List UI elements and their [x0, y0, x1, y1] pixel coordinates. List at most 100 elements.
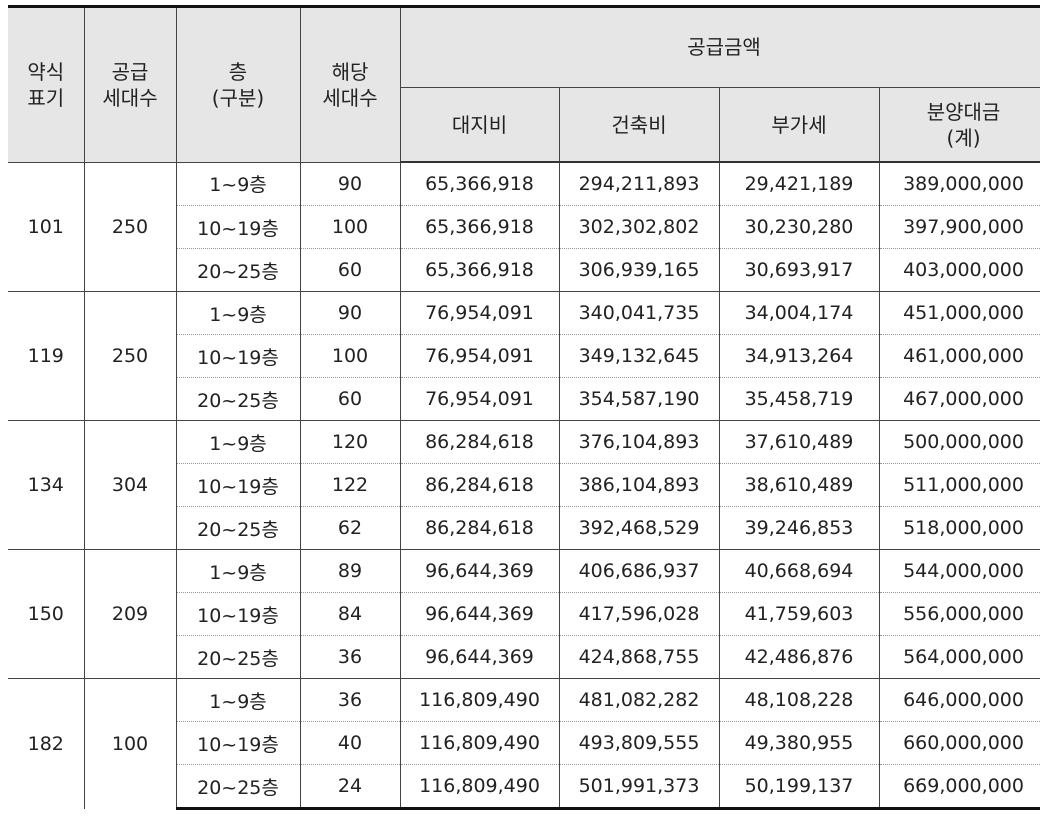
vat-cell: 34,004,174: [718, 291, 880, 335]
total-price-cell: 511,000,000: [878, 463, 1040, 507]
vat-cell: 34,913,264: [718, 334, 880, 378]
table-row: 134 304 1~9층 120 86,284,618 376,104,893 37,610…: [8, 420, 1040, 550]
units-cell: 89: [299, 549, 401, 593]
vat-cell: 48,108,228: [718, 678, 880, 722]
land-cost-cell: 86,284,618: [399, 463, 560, 507]
floor-cell: 1~9층: [175, 549, 301, 593]
units-cell: 62: [299, 506, 401, 550]
units-cell: 36: [299, 678, 401, 722]
building-cost-cell: 340,041,735: [558, 291, 720, 335]
building-cost-cell: 376,104,893: [558, 420, 720, 464]
building-cost-cell: 493,809,555: [558, 721, 720, 765]
total-price-cell: 660,000,000: [878, 721, 1040, 765]
vat-cell: 50,199,137: [718, 764, 880, 810]
floor-cell: 1~9층: [175, 420, 301, 464]
land-cost-cell: 116,809,490: [399, 721, 560, 765]
vat-cell: 30,693,917: [718, 248, 880, 292]
total-price-cell: 403,000,000: [878, 248, 1040, 292]
units-cell: 40: [299, 721, 401, 765]
floor-cell: 1~9층: [175, 678, 301, 722]
table-row: 20~25층 60 76,954,091 354,587,190 35,458,719 4…: [8, 377, 1040, 421]
table-body: 101 250 1~9층 90 65,366,918 294,211,893 29,421,…: [8, 161, 1040, 810]
table-row: 20~25층 24 116,809,490 501,991,373 50,199,137…: [8, 764, 1040, 810]
table-row: 10~19층 40 116,809,490 493,809,555 49,380,955…: [8, 721, 1040, 765]
total-price-cell: 467,000,000: [878, 377, 1040, 421]
vat-cell: 38,610,489: [718, 463, 880, 507]
header-supply-amount: 공급금액: [399, 5, 1040, 88]
building-cost-cell: 306,939,165: [558, 248, 720, 292]
land-cost-cell: 86,284,618: [399, 420, 560, 464]
building-cost-cell: 417,596,028: [558, 592, 720, 636]
floor-cell: 10~19층: [175, 205, 301, 249]
vat-cell: 40,668,694: [718, 549, 880, 593]
supply-households-cell: 250: [83, 291, 177, 421]
units-cell: 24: [299, 764, 401, 810]
vat-cell: 37,610,489: [718, 420, 880, 464]
vat-cell: 30,230,280: [718, 205, 880, 249]
units-cell: 122: [299, 463, 401, 507]
floor-cell: 10~19층: [175, 592, 301, 636]
land-cost-cell: 116,809,490: [399, 764, 560, 810]
floor-cell: 20~25층: [175, 764, 301, 810]
table-row: 10~19층 100 65,366,918 302,302,802 30,230,280…: [8, 205, 1040, 249]
table-row: 20~25층 62 86,284,618 392,468,529 39,246,853 5…: [8, 506, 1040, 550]
header-type-abbrev: 약식 표기: [8, 5, 85, 162]
land-cost-cell: 76,954,091: [399, 377, 560, 421]
total-price-cell: 389,000,000: [878, 161, 1040, 206]
building-cost-cell: 392,468,529: [558, 506, 720, 550]
header-land-cost: 대지비: [399, 87, 560, 163]
land-cost-cell: 65,366,918: [399, 161, 560, 206]
units-cell: 60: [299, 248, 401, 292]
header-total-price: 분양대금 (계): [878, 87, 1040, 163]
vat-cell: 35,458,719: [718, 377, 880, 421]
floor-cell: 20~25층: [175, 377, 301, 421]
total-price-cell: 518,000,000: [878, 506, 1040, 550]
building-cost-cell: 481,082,282: [558, 678, 720, 722]
table-row: 150 209 1~9층 89 96,644,369 406,686,937 40,668,…: [8, 549, 1040, 679]
units-cell: 90: [299, 291, 401, 335]
building-cost-cell: 501,991,373: [558, 764, 720, 810]
total-price-cell: 556,000,000: [878, 592, 1040, 636]
table-row: 10~19층 100 76,954,091 349,132,645 34,913,264…: [8, 334, 1040, 378]
header-vat: 부가세: [718, 87, 880, 163]
floor-cell: 20~25층: [175, 506, 301, 550]
units-cell: 100: [299, 334, 401, 378]
building-cost-cell: 294,211,893: [558, 161, 720, 206]
supply-price-table: 약식 표기 공급 세대수 층 (구분) 해당 세대수 공급금액 대지비 건축비 부가세 …: [8, 5, 1040, 810]
building-cost-cell: 424,868,755: [558, 635, 720, 679]
land-cost-cell: 65,366,918: [399, 248, 560, 292]
building-cost-cell: 302,302,802: [558, 205, 720, 249]
vat-cell: 42,486,876: [718, 635, 880, 679]
total-price-cell: 646,000,000: [878, 678, 1040, 722]
land-cost-cell: 76,954,091: [399, 291, 560, 335]
type-cell: 150: [8, 549, 85, 679]
total-price-cell: 544,000,000: [878, 549, 1040, 593]
floor-cell: 10~19층: [175, 334, 301, 378]
total-price-cell: 500,000,000: [878, 420, 1040, 464]
supply-price-table-container: 약식 표기 공급 세대수 층 (구분) 해당 세대수 공급금액 대지비 건축비 부가세 …: [8, 5, 1040, 810]
land-cost-cell: 76,954,091: [399, 334, 560, 378]
header-building-cost: 건축비: [558, 87, 720, 163]
vat-cell: 39,246,853: [718, 506, 880, 550]
type-cell: 182: [8, 678, 85, 809]
land-cost-cell: 65,366,918: [399, 205, 560, 249]
type-cell: 101: [8, 161, 85, 292]
land-cost-cell: 86,284,618: [399, 506, 560, 550]
table-row: 10~19층 84 96,644,369 417,596,028 41,759,603 5…: [8, 592, 1040, 636]
floor-cell: 20~25층: [175, 635, 301, 679]
type-cell: 134: [8, 420, 85, 550]
total-price-cell: 397,900,000: [878, 205, 1040, 249]
vat-cell: 29,421,189: [718, 161, 880, 206]
land-cost-cell: 116,809,490: [399, 678, 560, 722]
building-cost-cell: 349,132,645: [558, 334, 720, 378]
table-row: 20~25층 60 65,366,918 306,939,165 30,693,917 4…: [8, 248, 1040, 292]
table-row: 119 250 1~9층 90 76,954,091 340,041,735 34,004,…: [8, 291, 1040, 421]
table-row: 182 100 1~9층 36 116,809,490 481,082,282 48,108…: [8, 678, 1040, 809]
floor-cell: 10~19층: [175, 463, 301, 507]
building-cost-cell: 406,686,937: [558, 549, 720, 593]
floor-cell: 10~19층: [175, 721, 301, 765]
building-cost-cell: 386,104,893: [558, 463, 720, 507]
total-price-cell: 461,000,000: [878, 334, 1040, 378]
units-cell: 100: [299, 205, 401, 249]
total-price-cell: 669,000,000: [878, 764, 1040, 810]
